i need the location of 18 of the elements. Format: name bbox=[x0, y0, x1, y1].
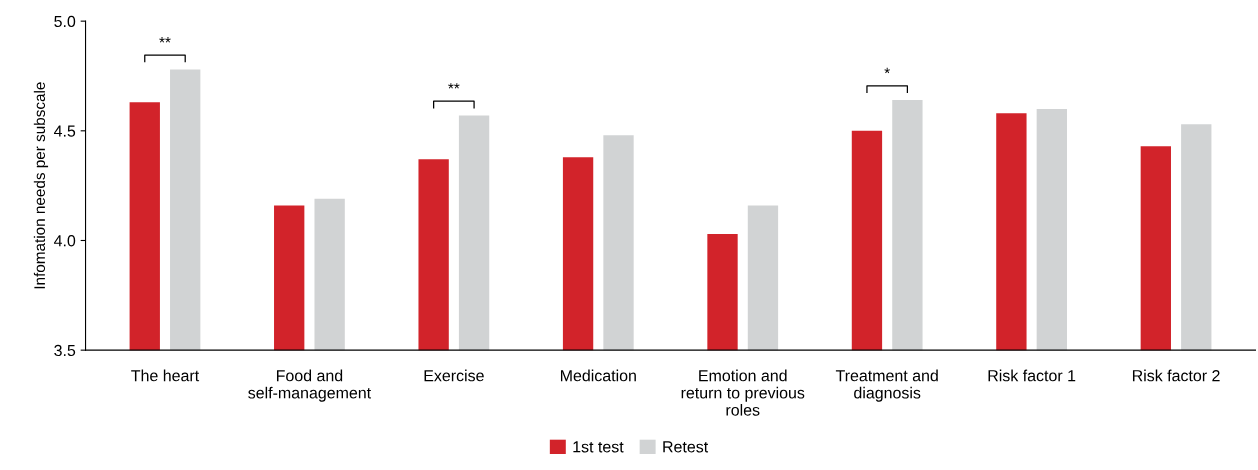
y-tick-label: 5.0 bbox=[54, 15, 76, 28]
x-tick-label: Medication bbox=[560, 369, 636, 382]
x-tick-label: Food and self-management bbox=[248, 369, 372, 402]
annotation: ** bbox=[448, 83, 460, 89]
annotation: ** bbox=[159, 37, 171, 43]
x-tick-label: Emotion and return to previous roles bbox=[681, 369, 805, 416]
legend-label: 1st test bbox=[573, 441, 624, 453]
x-tick-label: Risk factor 1 bbox=[988, 369, 1076, 382]
y-axis-title: Infomation needs per subscale bbox=[33, 82, 49, 289]
x-tick-label: The heart bbox=[131, 369, 200, 382]
annotation: * bbox=[884, 67, 890, 74]
x-tick-label: Risk factor 2 bbox=[1132, 369, 1220, 382]
x-tick-label: Exercise bbox=[424, 369, 484, 382]
y-tick-label: 4.0 bbox=[53, 235, 76, 247]
legend-label: Retest bbox=[663, 441, 709, 453]
x-tick-label: Treatment and diagnosis bbox=[835, 369, 938, 402]
y-tick-label: 3.5 bbox=[54, 344, 76, 357]
y-tick-label: 4.5 bbox=[53, 125, 76, 137]
